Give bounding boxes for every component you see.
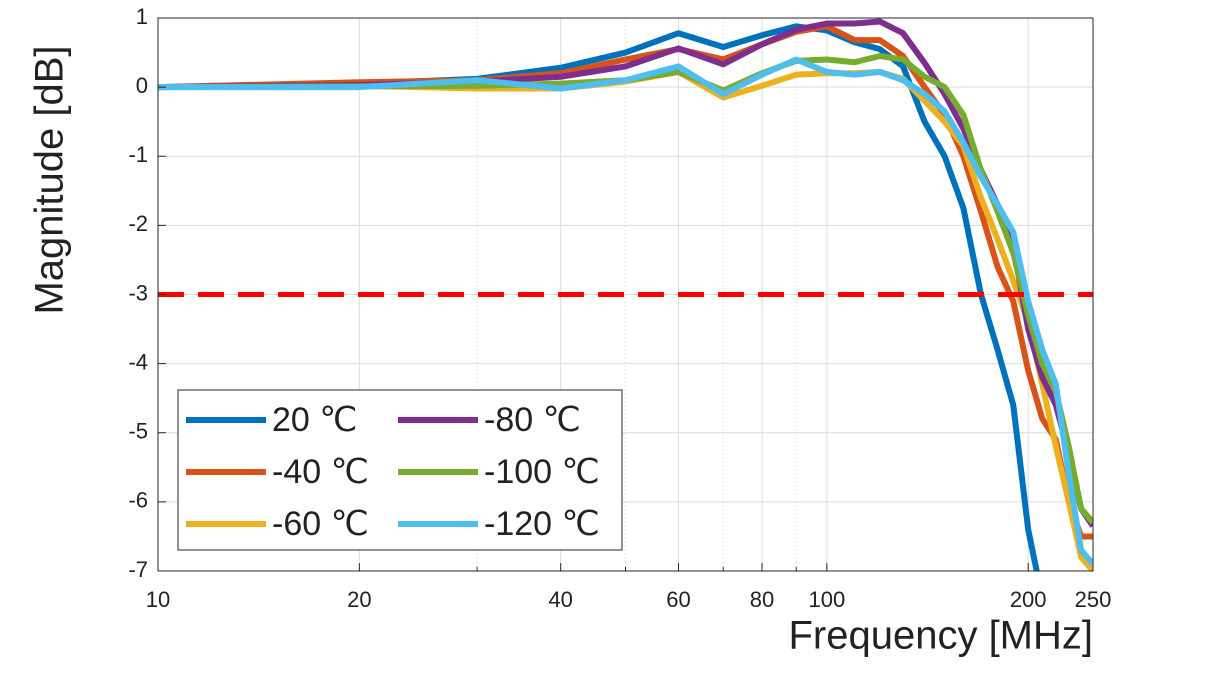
series-line — [158, 23, 1093, 540]
legend-label: -40 ℃ — [272, 453, 369, 491]
x-tick-label: 100 — [808, 587, 845, 612]
x-tick-label: 60 — [666, 587, 690, 612]
y-tick-label: -1 — [128, 142, 148, 167]
y-tick-label: -3 — [128, 280, 148, 305]
legend: 20 ℃ -40 ℃ -60 ℃ -80 ℃ -100 ℃ -120 ℃ — [177, 389, 623, 551]
x-tick-label: 250 — [1075, 587, 1112, 612]
legend-label: -60 ℃ — [272, 505, 369, 543]
y-axis-label: Magnitude [dB] — [28, 45, 72, 314]
lines — [158, 18, 1093, 571]
y-tick-label: -2 — [128, 211, 148, 236]
series-line — [158, 18, 1093, 528]
y-tick-label: -7 — [128, 557, 148, 582]
legend-label: 20 ℃ — [272, 401, 357, 439]
y-tick-label: -6 — [128, 488, 148, 513]
x-tick-label: 10 — [146, 587, 170, 612]
y-tick-label: 0 — [136, 73, 148, 98]
y-tick-label: 1 — [136, 4, 148, 29]
legend-label: -100 ℃ — [484, 453, 600, 491]
y-tick-label: -4 — [128, 349, 148, 374]
ticks: -7 -6 -5 -4 -3 -2 -1 0 1 10 20 40 60 80 100 200 250 — [128, 4, 1111, 612]
x-tick-label: 80 — [750, 587, 774, 612]
legend-label: -120 ℃ — [484, 505, 600, 543]
legend-label: -80 ℃ — [484, 401, 581, 439]
series-line — [158, 56, 1093, 567]
y-tick-label: -5 — [128, 419, 148, 444]
x-tick-label: 200 — [1010, 587, 1047, 612]
x-axis-label: Frequency [MHz] — [788, 614, 1093, 658]
x-tick-label: 20 — [347, 587, 371, 612]
x-tick-label: 40 — [548, 587, 572, 612]
